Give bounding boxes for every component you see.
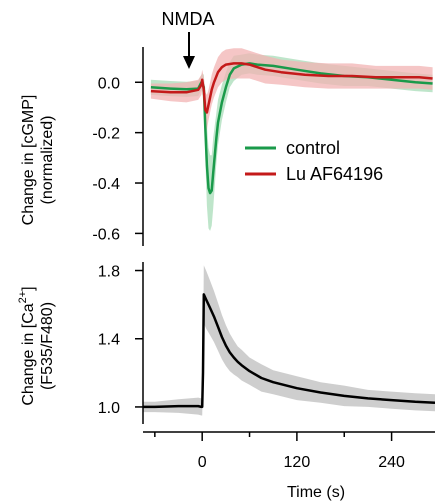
bottom-y-tick-label-0: 1.0	[98, 400, 120, 417]
bottom-bands	[143, 265, 435, 416]
bottom-y-label-line1: Change in [Ca2+]	[17, 286, 37, 405]
top-y-tick-label-0: 0.0	[98, 75, 120, 92]
legend-label-lu: Lu AF64196	[286, 164, 383, 184]
bottom-lines	[143, 293, 435, 409]
top-band-0	[150, 53, 433, 231]
bottom-line-0	[143, 293, 435, 409]
top-y-axis: 0.0 -0.2 -0.4 -0.6	[92, 47, 144, 246]
bottom-y-axis: 1.0 1.4 1.8	[98, 262, 144, 424]
x-axis-label: Time (s)	[287, 484, 345, 501]
top-y-label-line1: Change in [cGMP]	[20, 95, 37, 226]
bottom-y-tick-label-2: 1.8	[98, 264, 120, 281]
top-y-tick-label-2: -0.4	[92, 176, 120, 193]
x-tick-label-1: 120	[284, 454, 311, 471]
x-tick-label-2: 240	[378, 454, 405, 471]
top-y-label-line2: (normalized)	[39, 116, 56, 205]
legend-label-control: control	[286, 138, 340, 158]
top-line-1	[150, 62, 433, 114]
nmda-arrow	[183, 32, 195, 69]
x-axis: 0 120 240	[143, 431, 435, 471]
x-tick-label-0: 0	[198, 454, 207, 471]
legend: control Lu AF64196	[245, 138, 383, 184]
bottom-y-label-close: ]	[20, 286, 37, 290]
top-y-tick-label-3: -0.6	[92, 226, 120, 243]
bottom-y-label-superscript: 2+	[17, 291, 29, 304]
top-lines	[150, 62, 433, 195]
bottom-y-label-main: Change in [Ca	[20, 303, 37, 405]
bottom-y-tick-label-1: 1.4	[98, 332, 120, 349]
nmda-annotation: NMDA	[162, 9, 215, 29]
top-y-tick-label-1: -0.2	[92, 126, 120, 143]
bottom-y-label-line2: (F535/F480)	[39, 302, 56, 390]
bottom-band-0	[143, 265, 435, 416]
